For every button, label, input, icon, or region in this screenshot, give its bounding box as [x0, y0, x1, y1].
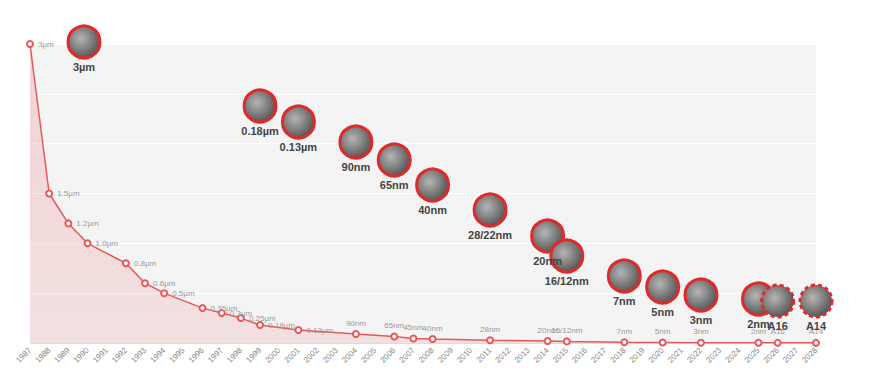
svg-text:2001: 2001 — [283, 345, 302, 364]
svg-text:0.8µm: 0.8µm — [134, 259, 157, 268]
svg-text:2009: 2009 — [436, 345, 455, 364]
svg-text:2002: 2002 — [302, 345, 321, 364]
svg-text:2023: 2023 — [704, 345, 723, 364]
svg-text:2015: 2015 — [551, 345, 570, 364]
svg-text:20nm: 20nm — [537, 325, 558, 335]
svg-text:90nm: 90nm — [346, 319, 366, 328]
svg-text:2004: 2004 — [340, 345, 359, 364]
svg-text:2027: 2027 — [781, 345, 800, 364]
svg-text:1988: 1988 — [33, 345, 52, 364]
svg-text:2020: 2020 — [647, 345, 666, 364]
svg-text:1989: 1989 — [53, 345, 72, 364]
svg-text:A14: A14 — [806, 320, 827, 332]
svg-text:2018: 2018 — [609, 345, 628, 364]
svg-text:2028: 2028 — [800, 345, 819, 364]
svg-text:2010: 2010 — [455, 345, 474, 364]
svg-text:2025: 2025 — [743, 345, 762, 364]
svg-text:1.2µm: 1.2µm — [76, 219, 99, 228]
svg-text:40nm: 40nm — [418, 204, 447, 216]
svg-text:28nm: 28nm — [480, 325, 500, 334]
svg-text:0.25µm: 0.25µm — [248, 313, 276, 323]
svg-text:2016: 2016 — [570, 345, 589, 364]
svg-text:5nm: 5nm — [655, 327, 671, 336]
svg-text:2nm: 2nm — [747, 317, 770, 330]
svg-text:0.18µm: 0.18µm — [268, 321, 295, 330]
svg-text:3nm: 3nm — [693, 327, 709, 336]
svg-text:A16: A16 — [768, 320, 788, 332]
svg-text:0.35µm: 0.35µm — [210, 303, 238, 313]
svg-text:28/22nm: 28/22nm — [468, 229, 512, 241]
svg-text:65nm: 65nm — [384, 321, 404, 330]
svg-text:2012: 2012 — [494, 345, 513, 364]
svg-text:0.5µm: 0.5µm — [172, 289, 195, 298]
svg-text:1.0µm: 1.0µm — [96, 239, 119, 248]
svg-text:0.3µm: 0.3µm — [229, 308, 253, 318]
svg-text:0.18µm: 0.18µm — [241, 125, 279, 137]
svg-text:2008: 2008 — [417, 345, 436, 364]
svg-text:1993: 1993 — [129, 345, 148, 364]
svg-text:2007: 2007 — [398, 345, 417, 364]
svg-text:1996: 1996 — [187, 345, 206, 364]
svg-text:2019: 2019 — [628, 345, 647, 364]
svg-text:1987: 1987 — [14, 345, 33, 364]
svg-text:3µm: 3µm — [38, 40, 54, 49]
svg-text:2nm: 2nm — [750, 327, 767, 337]
svg-text:2005: 2005 — [359, 345, 378, 364]
svg-text:1992: 1992 — [110, 345, 129, 364]
svg-text:2021: 2021 — [666, 345, 685, 364]
svg-text:1997: 1997 — [206, 345, 225, 364]
svg-text:1995: 1995 — [168, 345, 187, 364]
svg-text:40nm: 40nm — [423, 324, 443, 333]
svg-text:16/12nm: 16/12nm — [545, 275, 589, 287]
svg-text:2011: 2011 — [475, 345, 494, 364]
svg-text:2022: 2022 — [685, 345, 704, 364]
svg-text:2003: 2003 — [321, 345, 340, 364]
svg-text:2024: 2024 — [724, 345, 743, 364]
svg-text:2000: 2000 — [263, 345, 282, 364]
svg-text:3nm: 3nm — [690, 314, 713, 326]
svg-text:0.13µm: 0.13µm — [280, 141, 318, 153]
svg-text:2013: 2013 — [513, 345, 532, 364]
svg-text:90nm: 90nm — [342, 161, 371, 173]
svg-text:2017: 2017 — [589, 345, 608, 364]
svg-text:1.5µm: 1.5µm — [57, 189, 80, 198]
svg-text:65nm: 65nm — [380, 179, 409, 191]
svg-text:3µm: 3µm — [73, 61, 95, 73]
svg-text:1991: 1991 — [91, 345, 110, 364]
svg-text:45nm: 45nm — [403, 323, 423, 332]
svg-text:1999: 1999 — [244, 345, 263, 364]
svg-text:1990: 1990 — [72, 345, 91, 364]
svg-text:0.13µm: 0.13µm — [306, 326, 333, 335]
svg-text:16/12nm: 16/12nm — [551, 326, 582, 335]
svg-text:7nm: 7nm — [617, 327, 633, 336]
svg-text:1994: 1994 — [148, 345, 167, 364]
svg-text:20nm: 20nm — [533, 255, 562, 267]
svg-text:5nm: 5nm — [651, 306, 674, 318]
svg-text:2014: 2014 — [532, 345, 551, 364]
svg-text:2006: 2006 — [378, 345, 397, 364]
svg-text:7nm: 7nm — [613, 295, 636, 307]
svg-text:1998: 1998 — [225, 345, 244, 364]
svg-text:2026: 2026 — [762, 345, 781, 364]
svg-text:0.6µm: 0.6µm — [153, 279, 176, 288]
